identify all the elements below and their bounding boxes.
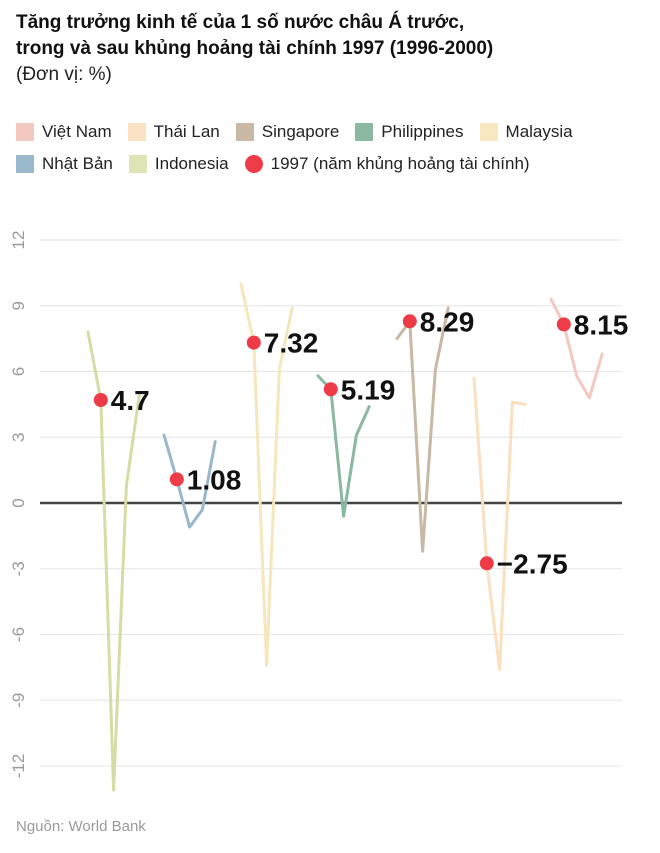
- data-label: 1.08: [187, 464, 242, 495]
- crisis-marker: [479, 556, 494, 571]
- series-line: [549, 297, 604, 400]
- data-label: −2.75: [497, 548, 568, 579]
- legend-swatch: [479, 123, 498, 141]
- y-tick-label: 0: [9, 498, 28, 507]
- legend-label: Việt Nam: [42, 122, 112, 141]
- y-tick-label: 9: [9, 301, 28, 310]
- title-line-2: trong và sau khủng hoảng tài chính 1997 …: [16, 38, 494, 59]
- data-label: 8.15: [574, 309, 629, 340]
- legend-label: Philippines: [381, 122, 464, 141]
- data-label: 8.29: [420, 306, 475, 337]
- legend-swatch: [235, 123, 254, 141]
- legend-row-1: Việt Nam Thái Lan Singapore Philippines Mala…: [16, 116, 656, 148]
- series-line: [162, 433, 217, 529]
- legend-swatch: [16, 123, 34, 141]
- legend-label: 1997 (năm khủng hoảng tài chính): [270, 154, 530, 173]
- legend-item: Indonesia: [128, 154, 229, 174]
- legend-label: Singapore: [261, 122, 340, 141]
- chart-title: Tăng trưởng kinh tế của 1 số nước châu Á…: [16, 10, 646, 62]
- legend-label: Thái Lan: [153, 122, 220, 141]
- y-tick-label: -3: [9, 561, 28, 576]
- legend-item: Nhật Bản: [16, 154, 113, 174]
- legend-item: Thái Lan: [127, 122, 220, 142]
- legend-dot: [244, 155, 263, 173]
- y-tick-label: -9: [9, 693, 28, 708]
- series-line: [472, 376, 527, 672]
- data-label: 4.7: [111, 385, 150, 416]
- crisis-marker: [556, 317, 571, 332]
- data-label: 7.32: [264, 328, 319, 359]
- legend-label: Indonesia: [154, 154, 229, 173]
- legend-swatch: [128, 155, 147, 173]
- data-label: 5.19: [341, 374, 396, 405]
- legend-swatch: [127, 123, 146, 141]
- legend-swatch: [355, 123, 374, 141]
- y-tick-label: 3: [9, 433, 28, 442]
- legend-label: Nhật Bản: [42, 154, 113, 173]
- series-line: [86, 330, 141, 792]
- crisis-marker: [246, 335, 261, 350]
- series-line: [395, 306, 450, 553]
- legend-label: Malaysia: [505, 122, 573, 141]
- y-tick-label: 12: [9, 231, 28, 250]
- legend-item: Singapore: [235, 122, 340, 142]
- y-tick-label: 6: [9, 367, 28, 376]
- legend: Việt Nam Thái Lan Singapore Philippines Mala…: [16, 116, 656, 180]
- line-chart: 12 9 6 3 0 -3 -6 -9 -12 4.7 1.08 7.32 5.19 8.29 −2.75 8…: [9, 231, 629, 792]
- legend-item: Philippines: [355, 122, 464, 142]
- crisis-marker: [402, 314, 417, 329]
- chart-unit: (Đơn vị: %): [16, 64, 112, 85]
- y-tick-label: -6: [9, 627, 28, 642]
- legend-item: Việt Nam: [16, 122, 112, 142]
- crisis-marker: [93, 392, 108, 407]
- source-note: Nguồn: World Bank: [16, 818, 146, 835]
- crisis-marker: [323, 382, 338, 397]
- title-line-1: Tăng trưởng kinh tế của 1 số nước châu Á…: [16, 12, 465, 33]
- y-tick-label: -12: [9, 754, 28, 779]
- legend-swatch: [16, 155, 34, 173]
- crisis-marker: [169, 472, 184, 487]
- legend-item: 1997 (năm khủng hoảng tài chính): [244, 154, 530, 174]
- series-line: [239, 282, 294, 667]
- legend-item: Malaysia: [479, 122, 573, 142]
- legend-row-2: Nhật Bản Indonesia 1997 (năm khủng hoảng t…: [16, 148, 656, 180]
